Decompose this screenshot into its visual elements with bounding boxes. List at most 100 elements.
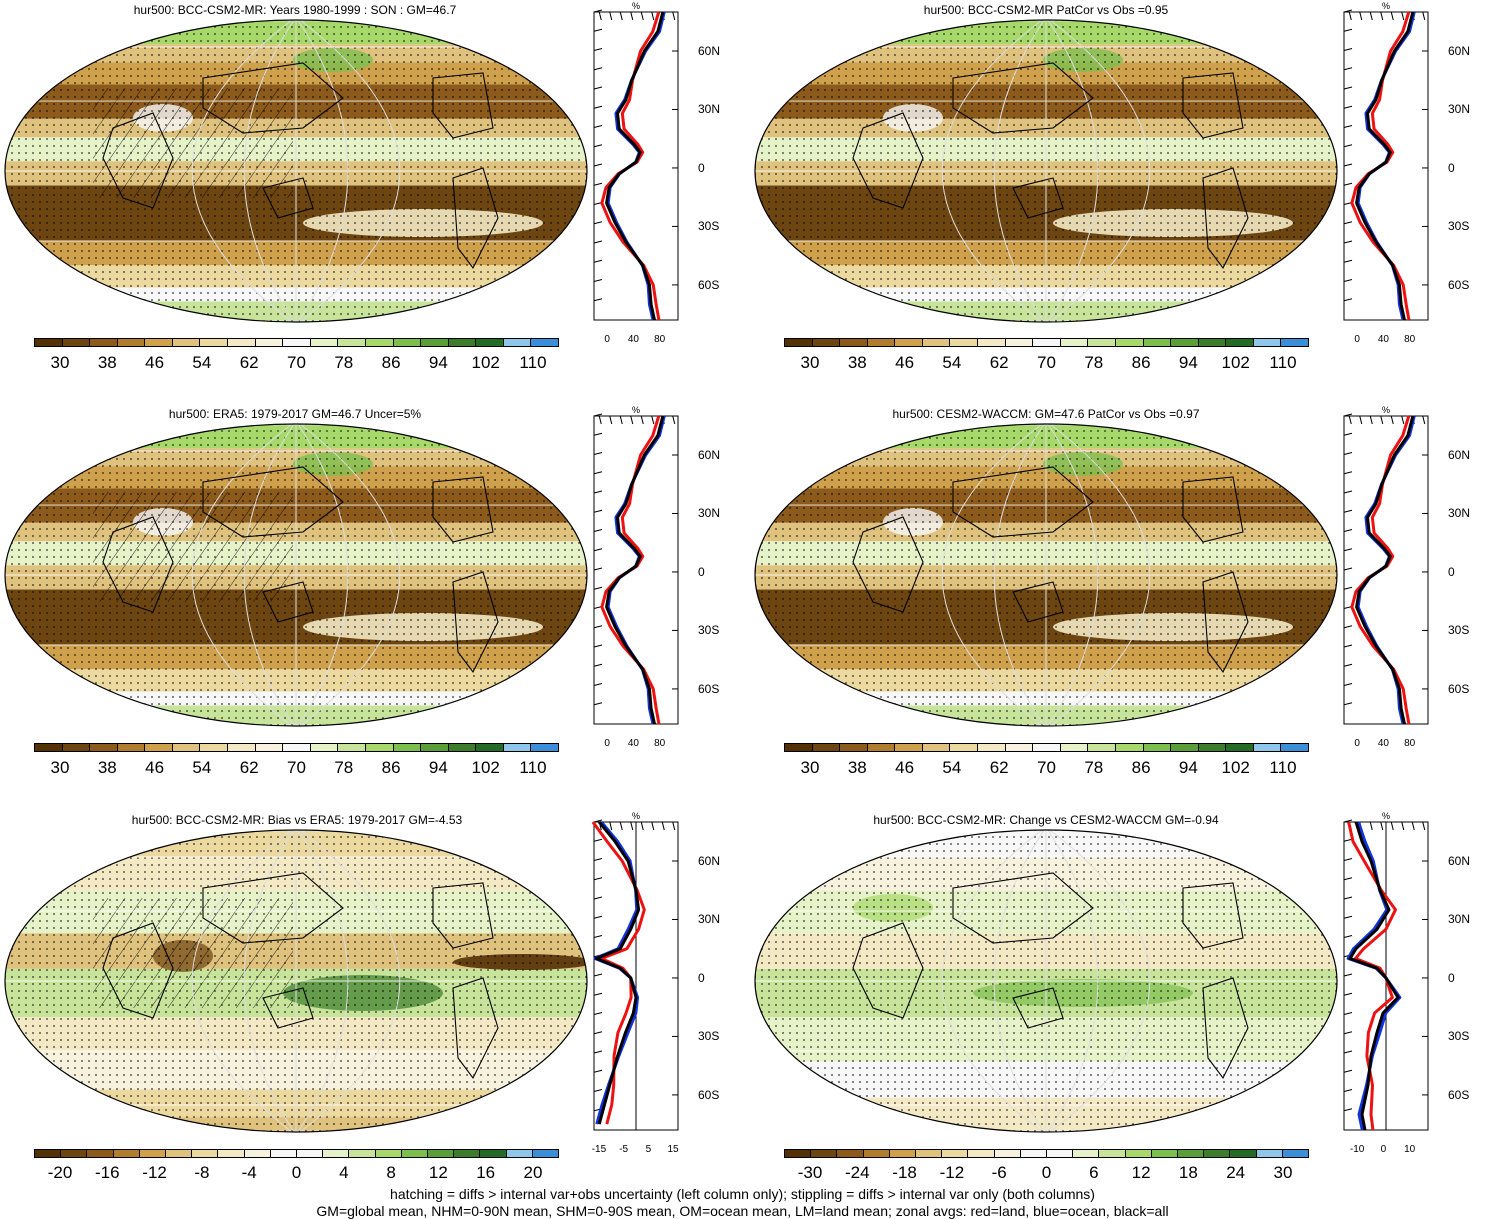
colorbar-swatch — [1005, 339, 1034, 346]
colorbar-label: 12 — [428, 1163, 448, 1182]
profile-xtick: 0 — [1354, 334, 1360, 345]
colorbar-swatch — [139, 1150, 167, 1157]
colorbar-swatch — [172, 744, 201, 751]
colorbar-swatch — [421, 744, 449, 751]
colorbar-swatch — [35, 1150, 62, 1157]
profile-lat-label: 0 — [698, 970, 705, 985]
colorbar-swatch — [812, 339, 841, 346]
colorbar-swatch — [365, 339, 394, 346]
colorbar-swatch — [448, 744, 477, 751]
colorbar-swatch — [283, 744, 311, 751]
colorbar-label: 46 — [895, 758, 915, 777]
profile-xtick: 15 — [667, 1144, 679, 1155]
colorbar-swatch — [192, 1150, 219, 1157]
colorbar-swatch — [393, 339, 422, 346]
profile-xtick: 80 — [1404, 738, 1416, 749]
colorbar-labels-5: -20 -16 -12 -8 -4 0 4 8 12 16 20 — [34, 1163, 559, 1185]
colorbar-label: 110 — [1269, 353, 1297, 372]
colorbar-swatch — [889, 1150, 917, 1157]
colorbar-swatch — [942, 1150, 969, 1157]
colorbar-swatch — [35, 744, 63, 751]
colorbar-swatch — [338, 339, 366, 346]
colorbar-label: 12 — [1131, 1163, 1151, 1182]
colorbar-swatch — [837, 1150, 864, 1157]
colorbar-swatch — [61, 1150, 88, 1157]
colorbar-swatch — [310, 744, 339, 751]
colorbar-swatch — [35, 339, 63, 346]
colorbar-swatch — [532, 1150, 559, 1157]
colorbar-swatch — [994, 1150, 1021, 1157]
colorbar-label: 70 — [1037, 758, 1056, 777]
colorbar-label: 94 — [1178, 758, 1198, 777]
colorbar-swatch — [172, 339, 201, 346]
colorbar-label: 54 — [192, 353, 212, 372]
colorbar-label: 30 — [50, 758, 70, 777]
map-6 — [754, 829, 1338, 1133]
colorbar-swatch — [1226, 744, 1254, 751]
profile-lat-label: 30S — [698, 623, 720, 638]
colorbar-label: 16 — [476, 1163, 496, 1182]
profile-lat-label: 0 — [698, 160, 705, 175]
colorbar-swatch — [1125, 1150, 1152, 1157]
colorbar-swatch — [1088, 339, 1116, 346]
profile-lat-label: 30N — [698, 506, 721, 521]
colorbar-swatch — [1171, 744, 1199, 751]
profile-lat-label: 30S — [1448, 1029, 1470, 1044]
colorbar-label: 102 — [471, 758, 500, 777]
colorbar-label: 38 — [847, 353, 867, 372]
colorbar-swatch — [1115, 744, 1144, 751]
colorbar-swatch — [145, 339, 173, 346]
colorbar-swatch — [255, 744, 284, 751]
colorbar-label: 38 — [97, 758, 117, 777]
svg-text:%: % — [1382, 812, 1390, 821]
colorbar-swatch — [840, 339, 868, 346]
colorbar-label: 78 — [1084, 353, 1104, 372]
colorbar-swatch — [922, 339, 951, 346]
colorbar-swatch — [503, 744, 532, 751]
panel-title-5: hur500: BCC-CSM2-MR: Bias vs ERA5: 1979-… — [131, 813, 463, 827]
colorbar-swatch — [1143, 339, 1172, 346]
colorbar-label: 78 — [334, 353, 354, 372]
colorbar-swatch — [200, 339, 229, 346]
colorbar-swatch — [1256, 1150, 1283, 1157]
colorbar-swatch — [228, 744, 256, 751]
profile-lat-label: 60S — [698, 277, 720, 292]
colorbar-swatch — [1178, 1150, 1205, 1157]
colorbar-label: 62 — [239, 353, 259, 372]
footer-line-1: hatching = diffs > internal var+obs unce… — [390, 1186, 1095, 1202]
colorbar-label: 46 — [145, 758, 165, 777]
colorbar-swatch — [950, 339, 979, 346]
colorbar-swatch — [916, 1150, 943, 1157]
profile-lat-label: 0 — [1448, 970, 1455, 985]
colorbar-label: 0 — [1041, 1163, 1052, 1182]
colorbar-label: 46 — [145, 353, 165, 372]
colorbar-swatch — [476, 744, 504, 751]
colorbar-labels-6: -30 -24 -18 -12 -6 0 6 12 18 24 30 — [784, 1163, 1309, 1185]
footer-line-2: GM=global mean, NHM=0-90N mean, SHM=0-90… — [316, 1203, 1169, 1219]
colorbar-swatch — [506, 1150, 533, 1157]
colorbar-label: -12 — [939, 1163, 965, 1182]
colorbar-label: -18 — [892, 1163, 917, 1182]
colorbar-label: -24 — [845, 1163, 870, 1182]
colorbar-swatch — [1020, 1150, 1048, 1157]
colorbar-swatch — [531, 744, 558, 751]
colorbar-label: 38 — [847, 758, 867, 777]
map-2 — [754, 19, 1338, 323]
colorbar-label: 30 — [800, 353, 820, 372]
colorbar-label: 86 — [1131, 758, 1151, 777]
profile-xtick: 40 — [1378, 738, 1390, 749]
colorbar-label: 102 — [1221, 758, 1250, 777]
profile-lat-label: 60S — [1448, 681, 1470, 696]
map-5 — [4, 829, 588, 1133]
colorbar-swatch — [978, 744, 1006, 751]
colorbar-swatch — [480, 1150, 507, 1157]
colorbar-swatch — [1253, 339, 1282, 346]
profile-xtick: 0 — [604, 334, 610, 345]
svg-text:%: % — [632, 406, 640, 415]
profile-lat-label: 30N — [698, 912, 721, 927]
profile-lat-label: 30S — [698, 1029, 720, 1044]
profile-xtick: 80 — [654, 334, 666, 345]
colorbar-label: 70 — [287, 353, 306, 372]
colorbar-swatch — [393, 744, 422, 751]
zonal-profile-6: % -10 0 10 — [1343, 812, 1429, 1155]
